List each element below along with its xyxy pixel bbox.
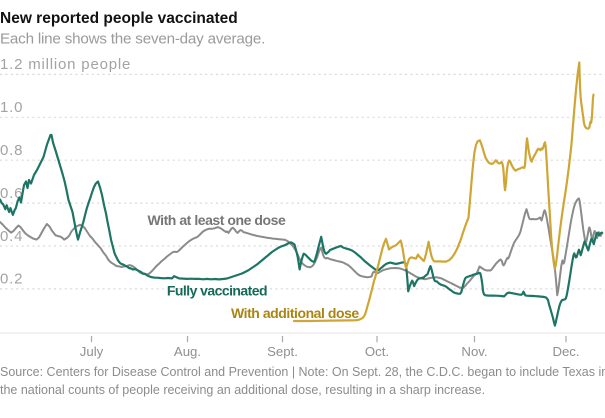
svg-text:With additional dose: With additional dose xyxy=(231,305,359,321)
svg-text:Oct.: Oct. xyxy=(365,344,389,359)
svg-text:New reported people vaccinated: New reported people vaccinated xyxy=(0,10,238,27)
svg-text:0.8: 0.8 xyxy=(0,142,23,159)
svg-text:0.2: 0.2 xyxy=(0,271,23,288)
svg-text:Source: Centers for Disease Co: Source: Centers for Disease Control and … xyxy=(0,365,605,379)
svg-text:Sept.: Sept. xyxy=(267,344,298,359)
svg-text:July: July xyxy=(80,344,104,359)
svg-text:0.4: 0.4 xyxy=(0,228,23,245)
svg-text:Each line shows the seven-day: Each line shows the seven-day average. xyxy=(0,31,265,48)
svg-text:With at least one dose: With at least one dose xyxy=(148,212,286,228)
svg-text:Aug.: Aug. xyxy=(174,344,201,359)
svg-text:the national counts of people: the national counts of people receiving … xyxy=(0,383,485,397)
svg-text:0.6: 0.6 xyxy=(0,185,23,202)
svg-text:Fully vaccinated: Fully vaccinated xyxy=(167,283,267,299)
svg-text:Dec.: Dec. xyxy=(552,344,579,359)
svg-text:Nov.: Nov. xyxy=(461,344,487,359)
svg-text:1.2 million people: 1.2 million people xyxy=(0,56,131,73)
svg-text:1.0: 1.0 xyxy=(0,99,23,116)
